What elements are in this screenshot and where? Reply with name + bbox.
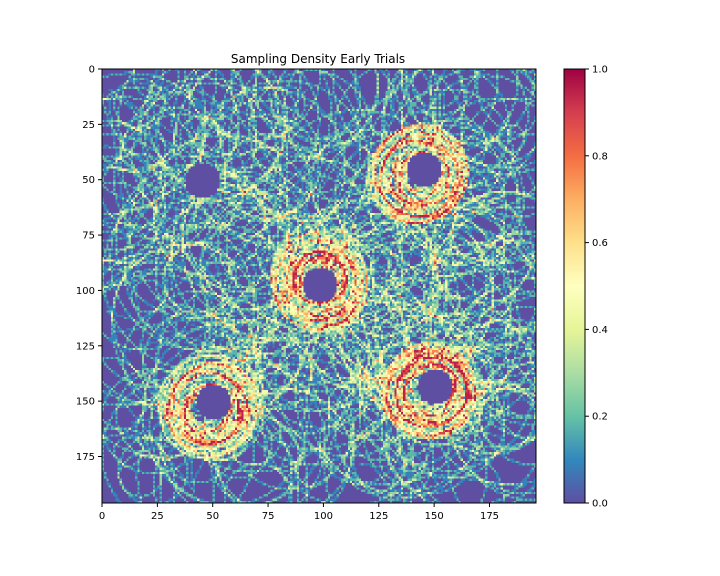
colorbar-tick-label: 0.4 <box>592 325 608 336</box>
x-tick-label: 150 <box>425 511 444 522</box>
y-tick-label: 125 <box>76 341 95 352</box>
x-tick-label: 175 <box>480 511 499 522</box>
y-axis: 0 25 50 75 100 125 150 175 <box>76 65 102 463</box>
colorbar-gradient <box>564 69 585 503</box>
colorbar-tick-label: 0.8 <box>592 151 608 162</box>
x-tick-label: 50 <box>206 511 219 522</box>
chart-title: Sampling Density Early Trials <box>231 52 405 66</box>
x-tick-label: 25 <box>151 511 164 522</box>
colorbar-frame <box>563 68 586 504</box>
colorbar-tick-label: 1.0 <box>592 65 608 76</box>
y-tick-label: 150 <box>76 397 95 408</box>
y-tick-label: 75 <box>82 231 95 242</box>
colorbar-tick-label: 0.6 <box>592 238 608 249</box>
x-tick-label: 0 <box>99 511 105 522</box>
x-tick-label: 100 <box>314 511 333 522</box>
heatmap-image <box>102 69 536 503</box>
y-tick-label: 0 <box>89 65 95 76</box>
x-tick-label: 125 <box>369 511 388 522</box>
colorbar-tick-label: 0.2 <box>592 412 608 423</box>
y-tick-label: 100 <box>76 286 95 297</box>
y-tick-label: 25 <box>82 120 95 131</box>
x-tick-label: 75 <box>262 511 275 522</box>
heatmap-plot-area <box>102 69 536 503</box>
colorbar-axis: 0.0 0.2 0.4 0.6 0.8 1.0 <box>585 65 608 510</box>
y-tick-label: 50 <box>82 175 95 186</box>
y-tick-label: 175 <box>76 452 95 463</box>
x-axis: 0 25 50 75 100 125 150 175 <box>99 503 499 522</box>
colorbar-tick-label: 0.0 <box>592 499 608 510</box>
plot-frame <box>101 68 537 504</box>
